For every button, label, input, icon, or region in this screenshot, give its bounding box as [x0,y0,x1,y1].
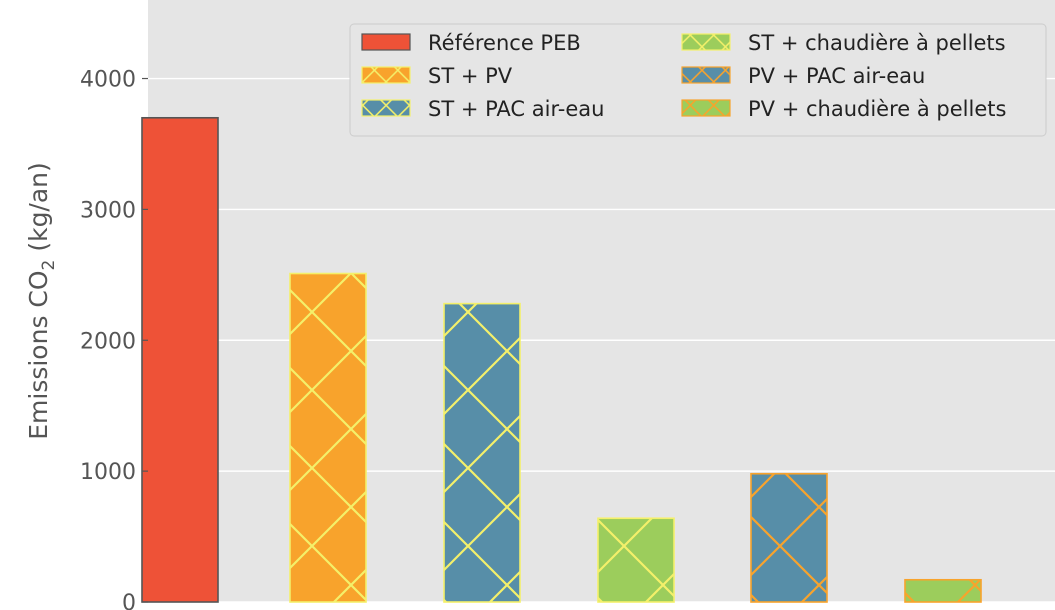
y-tick-label: 0 [122,591,136,610]
y-axis-ticks: 0 1000 2000 3000 4000 [80,68,148,610]
legend-label: Référence PEB [428,31,581,55]
legend-label: PV + chaudière à pellets [748,97,1006,121]
bar-1 [141,116,219,603]
legend-label: ST + chaudière à pellets [748,31,1006,55]
legend-swatch [681,66,731,84]
legend-swatch [681,99,731,117]
legend-swatch [681,33,731,51]
bar-2 [289,272,367,603]
bars [141,116,982,603]
y-axis-title-subscript: 2 [39,260,59,271]
bar-4 [597,517,675,603]
legend-swatch [361,33,411,51]
y-tick-label: 2000 [80,329,136,354]
y-tick-label: 3000 [80,198,136,223]
y-tick-label: 1000 [80,460,136,485]
legend-swatch [361,66,411,84]
y-axis-title: Emissions CO2 (kg/an) [24,162,59,440]
y-tick-label: 4000 [80,68,136,93]
y-axis-title-unit: (kg/an) [24,162,53,259]
legend-label: ST + PAC air-eau [428,97,604,121]
bar-3 [443,302,521,603]
legend-label: PV + PAC air-eau [748,64,925,88]
bar-5 [750,472,828,603]
bar-6 [904,578,982,603]
legend-label: ST + PV [428,64,513,88]
legend: Référence PEB ST + PV ST + PAC air-eau ST +… [349,23,1047,137]
y-axis-title-main: Emissions CO [24,270,53,439]
legend-swatch [361,99,411,117]
